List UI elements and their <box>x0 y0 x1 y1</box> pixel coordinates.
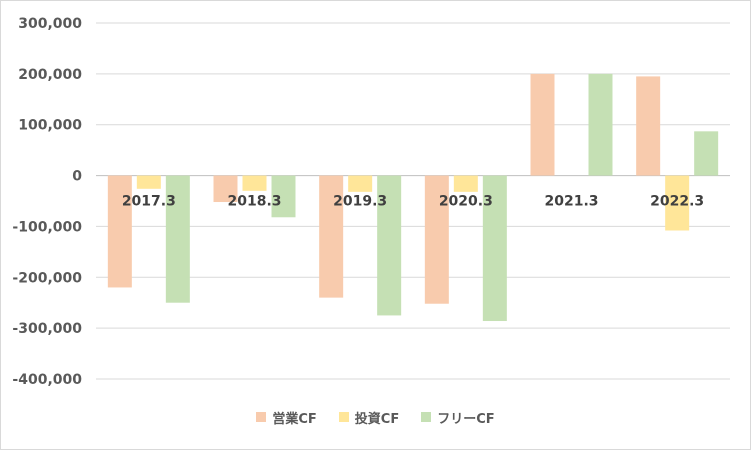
bar-operating-cf-2021.3 <box>530 73 555 176</box>
bar-free-cf-2017.3 <box>165 175 190 303</box>
legend-label-free-cf: フリーCF <box>437 411 495 427</box>
category-labels: 2017.3 2018.3 2019.3 2020.3 2021.3 2022.3 <box>122 194 704 210</box>
y-tick-label: 0 <box>72 169 82 185</box>
bar-free-cf-2019.3 <box>377 175 402 316</box>
legend-swatch-investing-cf <box>338 412 349 422</box>
bar-investing-cf-2017.3 <box>136 175 161 189</box>
y-axis-tick-labels: 300,000 200,000 100,000 0 -100,000 -200,000 -3… <box>12 16 82 388</box>
bars <box>107 73 719 322</box>
y-tick-label: -200,000 <box>12 270 82 286</box>
legend-item-investing-cf: 投資CF <box>338 408 400 427</box>
bar-investing-cf-2018.3 <box>242 175 267 191</box>
y-tick-label: -100,000 <box>12 219 82 235</box>
bar-free-cf-2018.3 <box>271 175 296 218</box>
y-tick-label: -400,000 <box>12 372 82 388</box>
legend-swatch-operating-cf <box>256 412 267 422</box>
bar-operating-cf-2017.3 <box>107 175 132 288</box>
bar-investing-cf-2022.3 <box>665 175 690 231</box>
category-label: 2019.3 <box>333 194 387 210</box>
legend-item-free-cf: フリーCF <box>421 408 495 427</box>
legend-label-operating-cf: 営業CF <box>272 411 317 427</box>
y-tick-label: -300,000 <box>12 321 82 337</box>
category-label: 2022.3 <box>650 194 704 210</box>
bar-investing-cf-2019.3 <box>348 175 373 192</box>
y-tick-label: 300,000 <box>18 16 82 32</box>
legend-label-investing-cf: 投資CF <box>354 411 400 427</box>
bar-free-cf-2021.3 <box>588 73 613 176</box>
bar-operating-cf-2018.3 <box>213 175 238 203</box>
bar-free-cf-2022.3 <box>694 131 719 176</box>
bar-operating-cf-2022.3 <box>636 76 661 176</box>
legend-swatch-free-cf <box>421 412 432 422</box>
legend: 営業CF 投資CF フリーCF <box>0 405 751 429</box>
category-label: 2020.3 <box>439 194 493 210</box>
category-label: 2018.3 <box>227 194 281 210</box>
y-tick-label: 200,000 <box>18 67 82 83</box>
bar-operating-cf-2020.3 <box>424 175 449 304</box>
bar-operating-cf-2019.3 <box>319 175 344 298</box>
bar-investing-cf-2020.3 <box>453 175 478 192</box>
legend-item-operating-cf: 営業CF <box>256 408 317 427</box>
category-label: 2021.3 <box>544 194 598 210</box>
category-label: 2017.3 <box>122 194 176 210</box>
bar-free-cf-2020.3 <box>482 175 507 322</box>
gridlines <box>96 22 730 380</box>
y-tick-label: 100,000 <box>18 118 82 134</box>
